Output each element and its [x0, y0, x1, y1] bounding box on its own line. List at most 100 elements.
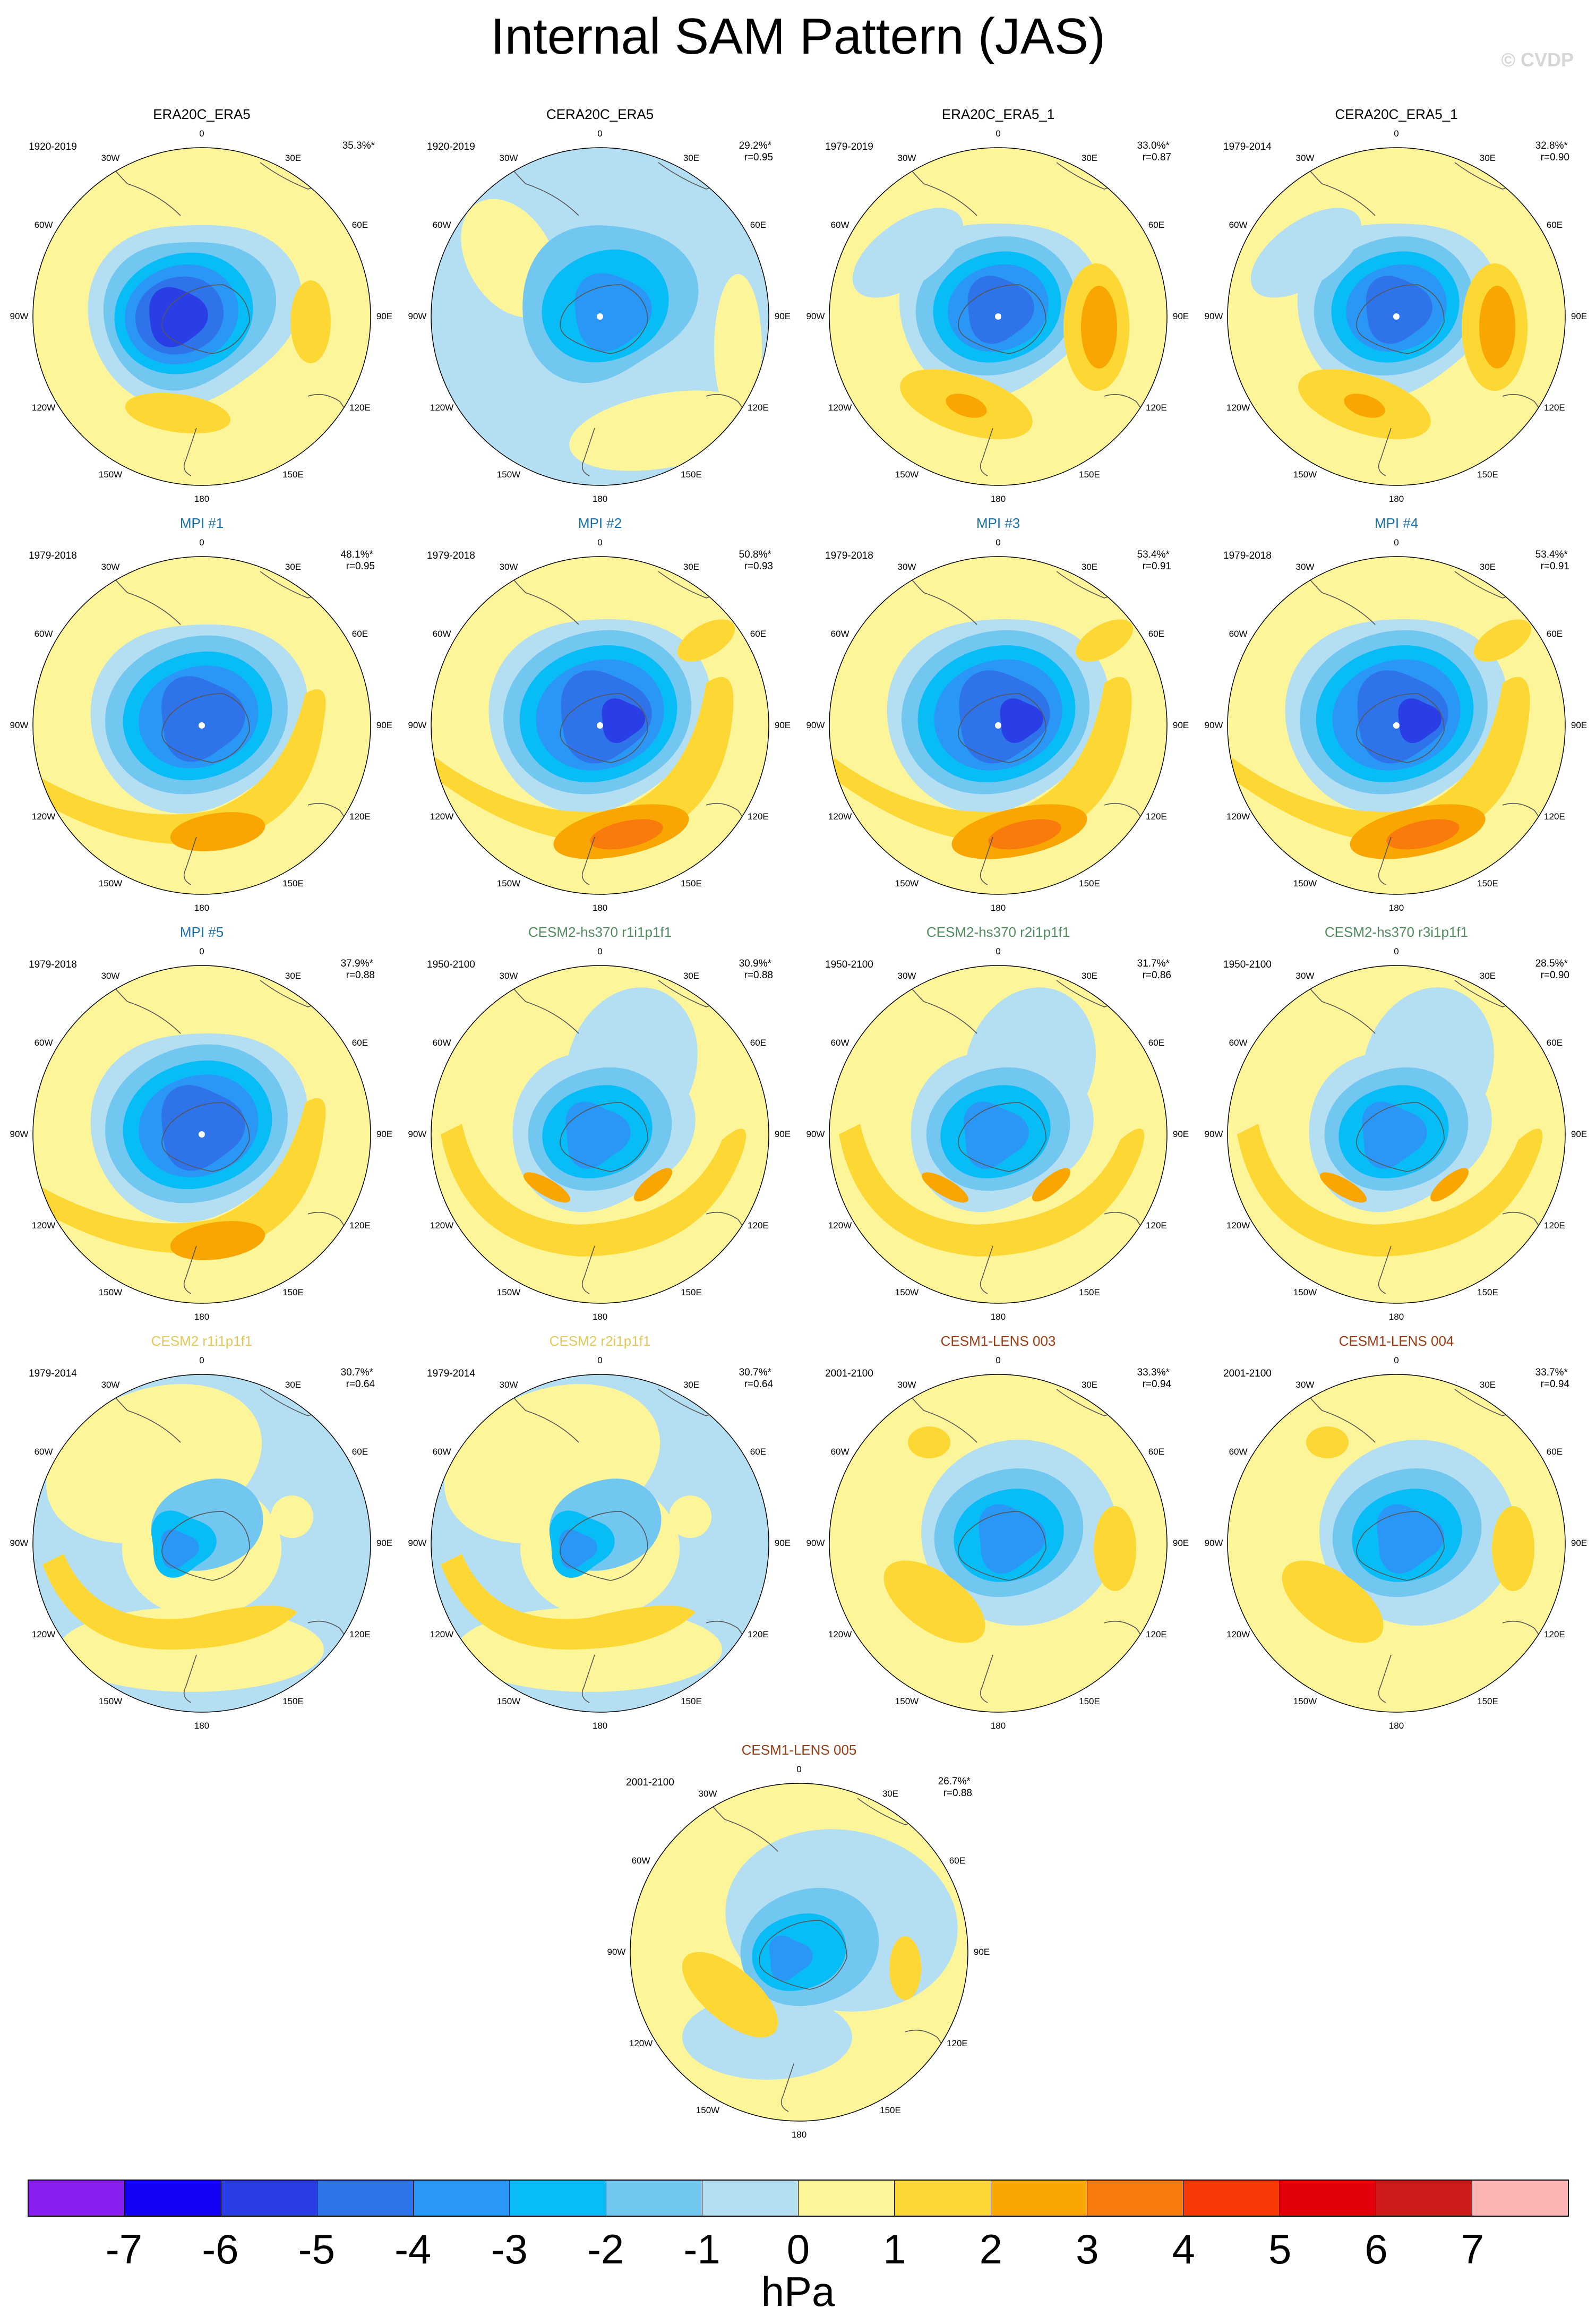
- longitude-label: 150E: [880, 2105, 901, 2115]
- colorbar-tick-label: 3: [1076, 2226, 1099, 2272]
- colorbar-tick-label: -3: [491, 2226, 528, 2272]
- colorbar-segment: [606, 2181, 702, 2216]
- longitude-label: 90E: [1571, 311, 1588, 321]
- longitude-label: 30W: [897, 1380, 916, 1390]
- longitude-label: 90E: [1172, 311, 1189, 321]
- colorbar-tick-label: 1: [883, 2226, 906, 2272]
- colorbar-segment: [991, 2181, 1087, 2216]
- panel-title: MPI #4: [1374, 515, 1419, 531]
- panel-period: 1979-2018: [29, 959, 77, 970]
- longitude-label: 0: [996, 946, 1001, 956]
- contour-region: [1081, 286, 1117, 369]
- longitude-label: 120W: [828, 811, 852, 822]
- explained-variance: 48.1%*: [340, 549, 373, 560]
- pattern-correlation: r=0.87: [1142, 152, 1171, 163]
- longitude-label: 90W: [10, 1538, 29, 1548]
- explained-variance: 28.5%*: [1535, 958, 1568, 969]
- coastline: [958, 1511, 1046, 1581]
- explained-variance: 29.2%*: [739, 140, 771, 151]
- panel-title: CESM1-LENS 005: [741, 1742, 857, 1758]
- panel-period: 1979-2019: [825, 141, 873, 152]
- pattern-correlation: r=0.91: [1142, 561, 1171, 572]
- longitude-label: 60E: [1546, 629, 1563, 639]
- longitude-label: 90W: [806, 720, 825, 730]
- longitude-label: 60W: [631, 1856, 650, 1866]
- longitude-label: 150W: [98, 1696, 123, 1706]
- longitude-label: 90E: [376, 1538, 393, 1548]
- colorbar-segment: [414, 2181, 510, 2216]
- longitude-label: 150W: [496, 878, 521, 888]
- longitude-label: 90E: [973, 1947, 990, 1957]
- contour-region: [1344, 394, 1385, 418]
- longitude-label: 150W: [895, 1287, 919, 1297]
- longitude-label: 150E: [282, 1287, 304, 1297]
- contour-region: [988, 819, 1061, 850]
- longitude-label: 90W: [10, 311, 29, 321]
- longitude-label: 150W: [895, 878, 919, 888]
- longitude-label: 150E: [1079, 469, 1100, 480]
- explained-variance: 30.7%*: [739, 1367, 771, 1378]
- longitude-label: 0: [199, 537, 204, 548]
- map-border: [431, 965, 769, 1304]
- map-panel: CESM2-hs370 r1i1p1f1 1950-2100 30.9%* r=0.8…: [408, 924, 791, 1322]
- longitude-label: 150E: [282, 469, 304, 480]
- longitude-label: 30E: [683, 562, 700, 572]
- map-border: [829, 556, 1168, 895]
- longitude-label: 30E: [683, 1380, 700, 1390]
- pattern-correlation: r=0.64: [744, 1379, 773, 1390]
- longitude-label: 30W: [698, 1789, 717, 1799]
- map-panel: CESM2-hs370 r3i1p1f1 1950-2100 28.5%* r=0.9…: [1205, 924, 1588, 1322]
- longitude-label: 30E: [1081, 562, 1098, 572]
- contour-region: [590, 819, 663, 850]
- panel-title: CESM1-LENS 004: [1338, 1333, 1454, 1349]
- longitude-label: 120W: [629, 2038, 653, 2048]
- longitude-label: 30W: [499, 153, 518, 164]
- longitude-label: 150W: [1293, 469, 1317, 480]
- colorbar-tick-label: -2: [587, 2226, 624, 2272]
- polar-map: [32, 965, 371, 1304]
- longitude-label: 60E: [750, 220, 767, 230]
- colorbar-segment: [799, 2181, 895, 2216]
- longitude-label: 60W: [1229, 1447, 1248, 1457]
- coastline: [581, 1654, 595, 1703]
- coastline: [980, 428, 993, 476]
- map-panel: MPI #5 1979-2018 37.9%* r=0.88 0 30E 60E 90E 120…: [10, 924, 393, 1322]
- contour-region: [1492, 1506, 1534, 1591]
- coastline: [958, 284, 1046, 354]
- longitude-label: 150E: [282, 1696, 304, 1706]
- longitude-label: 60W: [432, 1447, 451, 1457]
- longitude-label: 120E: [1146, 1220, 1167, 1230]
- pattern-correlation: r=0.64: [346, 1379, 375, 1390]
- map-panel: ERA20C_ERA5_1 1979-2019 33.0%* r=0.87 0 30E 60…: [806, 106, 1189, 504]
- pattern-correlation: r=0.91: [1540, 561, 1569, 572]
- longitude-label: 120W: [828, 1220, 852, 1230]
- panel-title: MPI #2: [578, 515, 622, 531]
- longitude-label: 150W: [895, 469, 919, 480]
- map-border: [431, 147, 769, 486]
- longitude-label: 90E: [1571, 1129, 1588, 1139]
- longitude-label: 60W: [34, 1447, 53, 1457]
- longitude-label: 60E: [351, 220, 368, 230]
- explained-variance: 33.7%*: [1535, 1367, 1568, 1378]
- longitude-label: 120W: [430, 1629, 454, 1639]
- coastline: [161, 284, 250, 354]
- map-panel: MPI #1 1979-2018 48.1%* r=0.95 0 30E 60E 90E 120…: [10, 515, 393, 913]
- longitude-label: 60E: [1148, 629, 1165, 639]
- coastline: [560, 1511, 648, 1581]
- longitude-label: 150W: [98, 469, 123, 480]
- longitude-label: 90W: [806, 1538, 825, 1548]
- pattern-correlation: r=0.95: [744, 152, 773, 163]
- longitude-label: 90E: [376, 720, 393, 730]
- contour-region: [1306, 1426, 1349, 1458]
- colorbar-segment: [1472, 2181, 1568, 2216]
- longitude-label: 60E: [1546, 220, 1563, 230]
- longitude-label: 150E: [1477, 1287, 1498, 1297]
- contour-region: [42, 1098, 326, 1253]
- longitude-label: 120E: [1544, 1220, 1565, 1230]
- longitude-label: 90W: [408, 720, 427, 730]
- polar-map: [32, 1374, 371, 1713]
- contour-region: [441, 1124, 746, 1257]
- contour-region: [1232, 677, 1530, 844]
- contour-region: [1237, 1124, 1542, 1257]
- longitude-label: 150E: [681, 878, 702, 888]
